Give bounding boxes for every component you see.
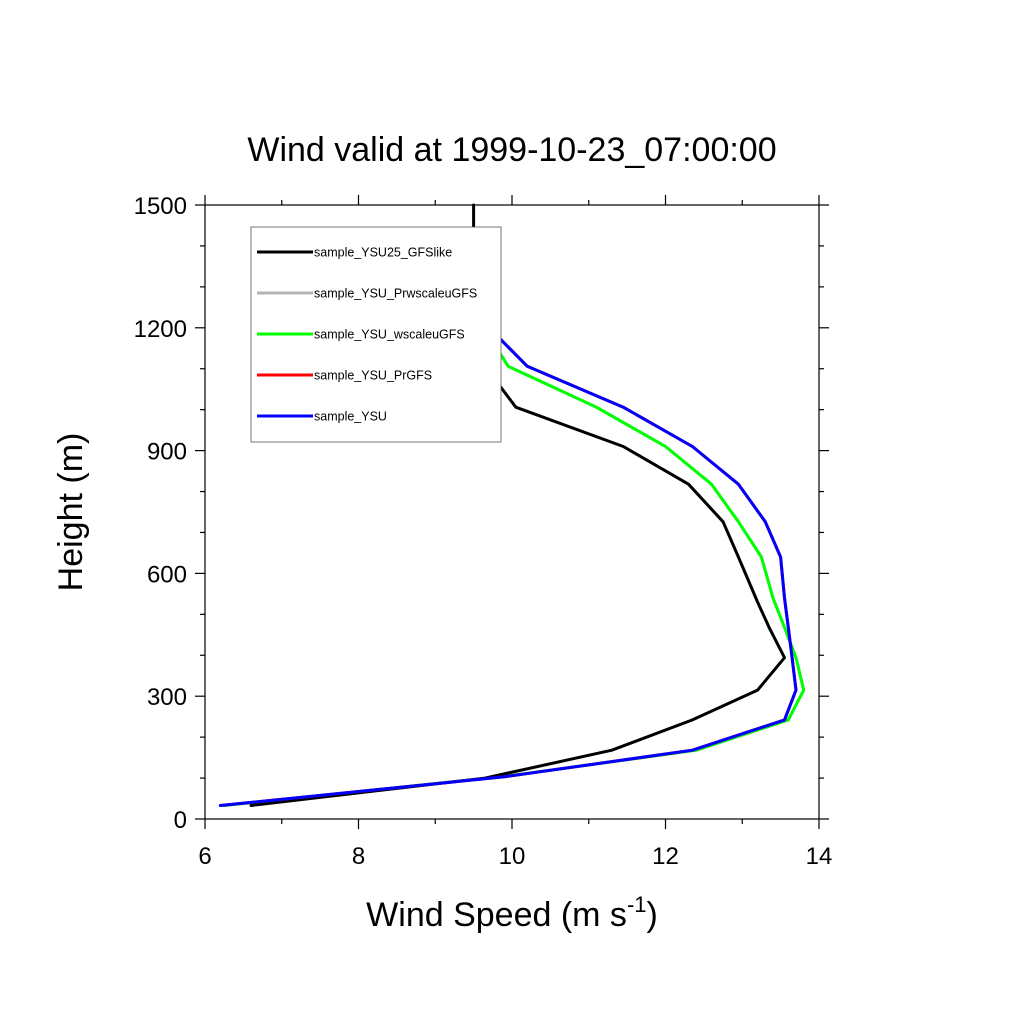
y-tick-label: 900 bbox=[147, 439, 187, 466]
x-axis-label-superscript: -1 bbox=[627, 892, 647, 917]
legend-label: sample_YSU_PrGFS bbox=[314, 369, 432, 383]
x-tick-label: 12 bbox=[652, 843, 679, 870]
x-axis-label: Wind Speed (m s-1) bbox=[366, 892, 658, 934]
series-line bbox=[218, 285, 798, 807]
y-tick-label: 300 bbox=[147, 684, 187, 711]
y-tick-label: 0 bbox=[174, 807, 187, 834]
x-tick-label: 14 bbox=[806, 843, 833, 870]
y-tick-label: 600 bbox=[147, 561, 187, 588]
legend-label: sample_YSU_PrwscaleuGFS bbox=[314, 287, 477, 301]
x-axis-label-close: ) bbox=[647, 896, 658, 934]
chart-title: Wind valid at 1999-10-23_07:00:00 bbox=[247, 131, 776, 169]
x-tick-label: 10 bbox=[499, 843, 526, 870]
y-tick-label: 1500 bbox=[134, 193, 187, 220]
y-axis-label: Height (m) bbox=[52, 433, 90, 592]
x-tick-label: 6 bbox=[198, 843, 211, 870]
legend-label: sample_YSU25_GFSlike bbox=[314, 246, 452, 260]
x-axis-label-main: Wind Speed (m s bbox=[366, 896, 627, 934]
y-tick-label: 1200 bbox=[134, 316, 187, 343]
legend-label: sample_YSU_wscaleuGFS bbox=[314, 328, 465, 342]
legend: sample_YSU25_GFSlike sample_YSU_Prwscaleu… bbox=[250, 226, 502, 443]
x-tick-label: 8 bbox=[352, 843, 365, 870]
legend-label: sample_YSU bbox=[314, 410, 387, 424]
tick-group: 6 8 10 12 14 0 300 600 900 1200 1500 bbox=[134, 193, 833, 870]
plot-area: 6 8 10 12 14 0 300 600 900 1200 1500 bbox=[134, 193, 833, 870]
